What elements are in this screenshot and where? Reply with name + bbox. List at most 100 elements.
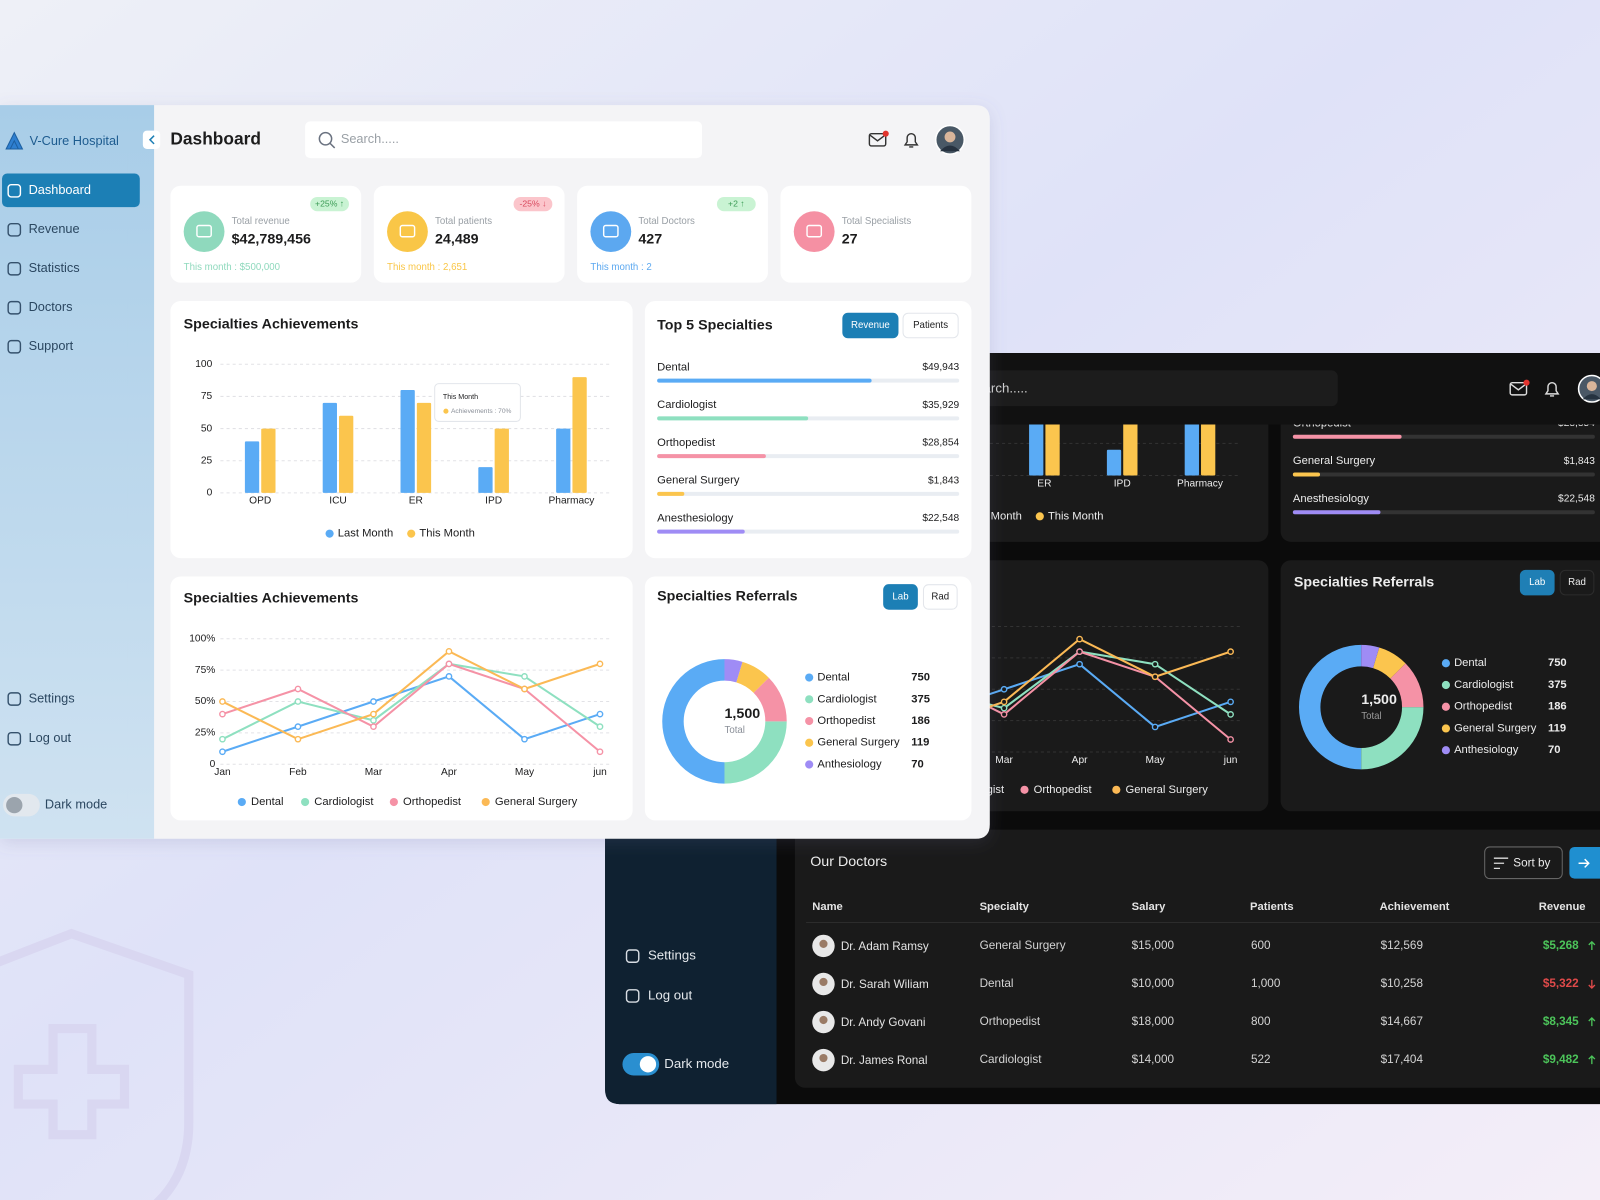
shield-watermark: [0, 928, 194, 1200]
y-tick-label: 0: [207, 488, 213, 499]
point: [521, 685, 528, 693]
stat-label: Total patients: [435, 216, 492, 227]
dark-search-box[interactable]: [918, 370, 1338, 407]
stat-value: 427: [638, 232, 662, 248]
mail-icon[interactable]: [868, 132, 887, 147]
bell-icon[interactable]: [1544, 381, 1560, 397]
nav-item[interactable]: Support: [29, 338, 74, 353]
legend-label: Cardiologist: [1454, 679, 1514, 691]
legend-swatch: [1441, 680, 1450, 690]
y-tick-label: 25%: [195, 728, 215, 739]
avatar-body: [1582, 394, 1600, 400]
row-label: Anesthesiology: [1293, 493, 1369, 505]
doctor-name: Dr. Andy Govani: [841, 1016, 926, 1029]
tooltip-text: Achievements : 70%: [451, 408, 512, 415]
y-tick-label: 50: [201, 423, 213, 434]
tabs: Lab Rad: [1519, 569, 1595, 596]
stat-icon: [183, 211, 225, 253]
trend-arrow: [1588, 940, 1596, 950]
nav-item[interactable]: Settings: [648, 948, 696, 963]
mail-icon-flap: [868, 134, 887, 142]
tab-label[interactable]: Lab: [1529, 577, 1545, 588]
doctor-avatar-head: [819, 977, 828, 987]
point: [1227, 698, 1234, 706]
revenue-cell: $5,268: [1543, 939, 1579, 952]
toggle-label: Dark mode: [664, 1056, 729, 1071]
tab[interactable]: [922, 584, 958, 610]
stat-label: Total Specialists: [842, 216, 912, 227]
point: [370, 716, 377, 724]
y-tick-label: 25: [201, 455, 213, 466]
point: [1000, 711, 1008, 718]
card-title: Specialties Referrals: [657, 589, 797, 605]
bar-chart: Specialties Achievements 0 25 50 75 100 OPD ICU…: [184, 316, 611, 540]
tooltip-title: This Month: [443, 393, 478, 401]
search-box[interactable]: [305, 121, 703, 159]
nav-item[interactable]: Log out: [648, 987, 693, 1002]
legend-swatch: [1441, 702, 1450, 711]
legend-value: 750: [1548, 657, 1567, 669]
point: [294, 723, 302, 730]
tab[interactable]: [902, 312, 959, 339]
legend-label: Orthopedist: [1454, 701, 1513, 713]
nav-active: [2, 173, 140, 208]
tab[interactable]: [883, 584, 918, 610]
page-title: Dashboard: [170, 128, 261, 148]
tab-label[interactable]: Rad: [931, 592, 949, 603]
column-header: Achievement: [1380, 901, 1450, 913]
nav-item[interactable]: Dashboard: [29, 182, 91, 197]
point: [370, 710, 377, 718]
legend-label: Anthesiology: [817, 758, 882, 770]
toggle-label: Dark mode: [45, 796, 107, 811]
nav-item[interactable]: Log out: [29, 730, 72, 745]
cell: 800: [1251, 1015, 1271, 1028]
legend-swatch: [1035, 512, 1044, 521]
toggle-knob: [639, 1056, 657, 1073]
tab[interactable]: [842, 312, 899, 339]
nav-icon: [7, 183, 22, 198]
cell: $15,000: [1132, 939, 1175, 952]
nav-icon: [7, 261, 22, 276]
legend-label: General Surgery: [1454, 722, 1537, 734]
cell: Orthopedist: [980, 1015, 1041, 1028]
tab[interactable]: [1559, 569, 1595, 596]
trend-arrow: [1588, 1055, 1596, 1065]
y-tick-label: 75: [201, 391, 213, 402]
legend-label: This Month: [419, 528, 475, 540]
stat-icon-glyph: [196, 224, 212, 238]
dark-card: [794, 829, 1600, 1088]
row-value: $35,929: [922, 400, 959, 411]
cell: 522: [1251, 1053, 1271, 1066]
column-header: Salary: [1132, 901, 1166, 913]
nav-item[interactable]: Revenue: [29, 221, 80, 236]
search-placeholder: Search.....: [341, 131, 399, 146]
nav-item[interactable]: Doctors: [29, 299, 73, 314]
sort-button[interactable]: [1484, 846, 1563, 880]
tab-label[interactable]: Revenue: [851, 320, 890, 331]
tab-label[interactable]: Rad: [1568, 577, 1586, 588]
nav-item[interactable]: Settings: [29, 690, 75, 705]
legend-label: Dental: [251, 796, 283, 808]
stat-badge-label: +2 ↑: [728, 198, 745, 208]
tab-label[interactable]: Lab: [892, 592, 908, 603]
legend-value: 186: [911, 715, 930, 727]
avatar-head: [944, 131, 956, 143]
bell-icon[interactable]: [903, 132, 919, 148]
nav-item[interactable]: Statistics: [29, 260, 80, 275]
bar: [1123, 424, 1138, 476]
stat-icon-glyph: [602, 224, 619, 238]
collapse-button[interactable]: [142, 130, 161, 149]
stat-note: This month : $500,000: [184, 262, 281, 273]
sort-label[interactable]: Sort by: [1513, 856, 1550, 869]
tab-label[interactable]: Patients: [913, 320, 948, 331]
point: [1000, 698, 1008, 706]
mail-icon[interactable]: [1509, 381, 1528, 396]
tooltip: This Month Achievements : 70%: [434, 383, 521, 422]
point: [219, 735, 226, 743]
bar: [244, 441, 260, 493]
cell: $14,667: [1381, 1015, 1423, 1028]
legend-label: This Month: [1048, 510, 1104, 522]
tab[interactable]: [1519, 569, 1555, 596]
